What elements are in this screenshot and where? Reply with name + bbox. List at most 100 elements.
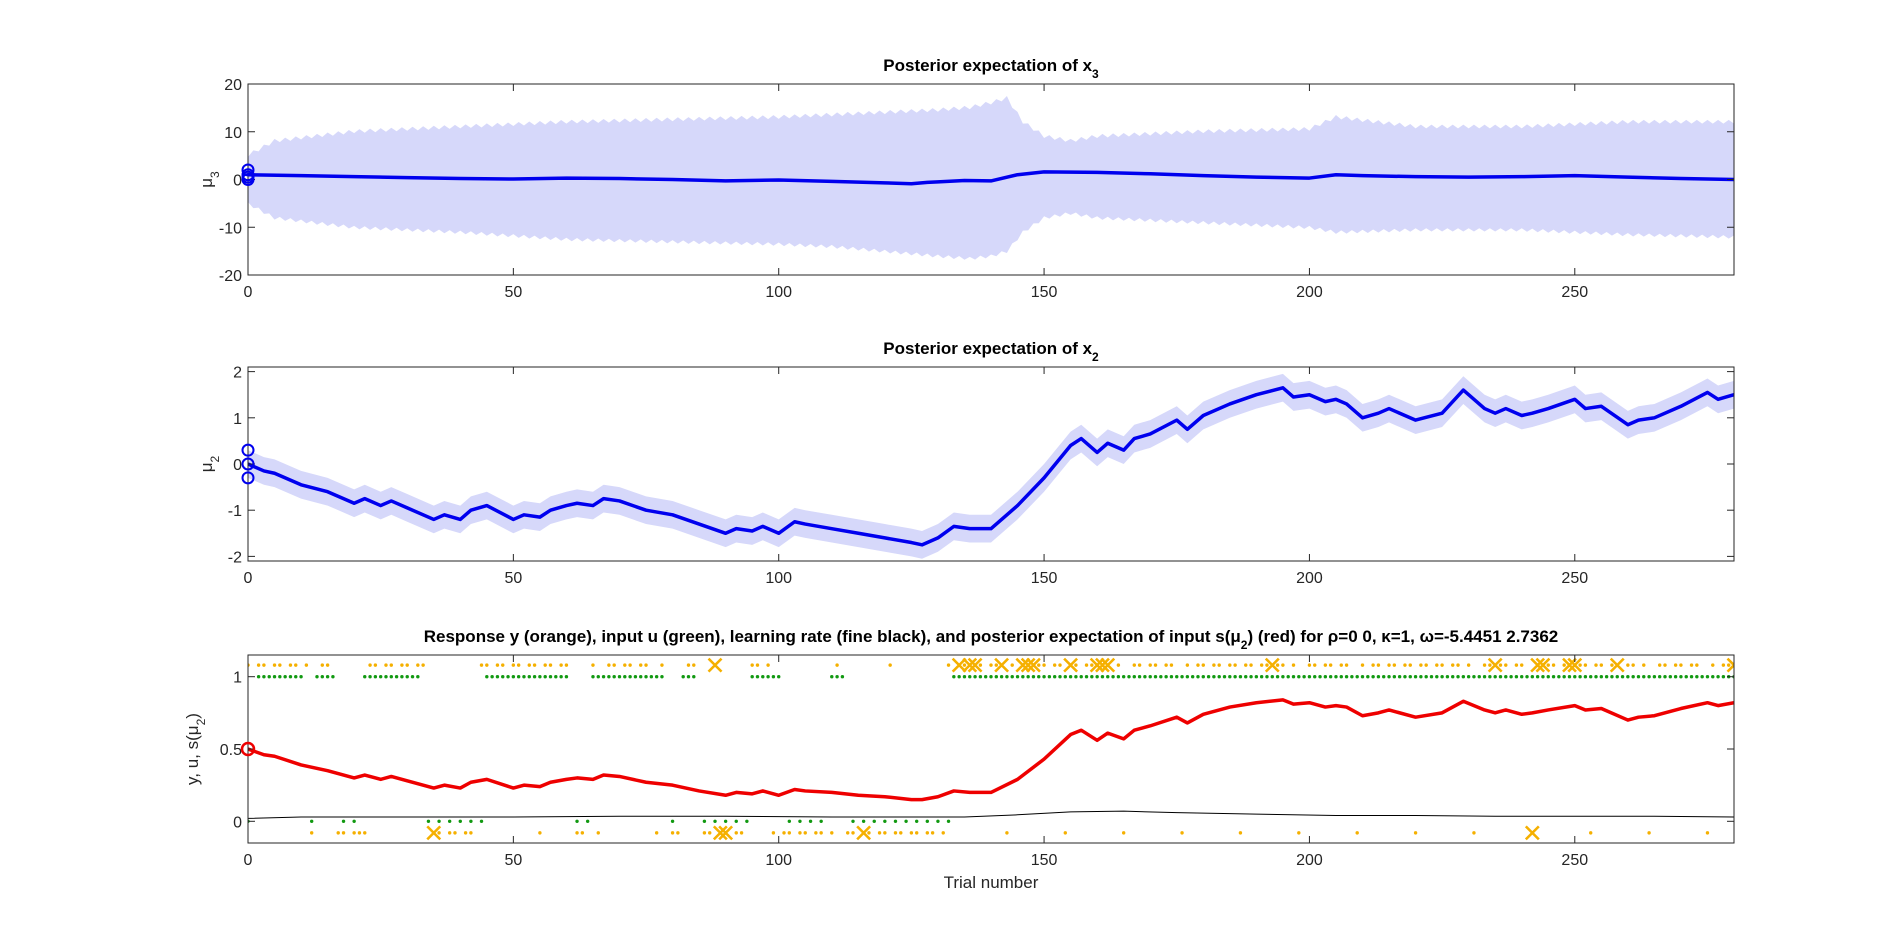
response-dot <box>1472 831 1476 835</box>
uncertainty-band <box>248 373 1734 559</box>
input-dot <box>1360 674 1365 679</box>
input-dot <box>256 674 261 679</box>
input-dot <box>1498 674 1503 679</box>
response-dot <box>495 663 500 667</box>
input-dot <box>538 674 542 679</box>
input-dot <box>1610 674 1614 679</box>
response-cross <box>1095 657 1110 673</box>
input-dot <box>915 819 919 824</box>
response-dot <box>463 831 468 835</box>
input-dot <box>989 674 993 679</box>
input-dot <box>617 674 622 679</box>
input-dot <box>1228 674 1232 679</box>
response-dot <box>1642 663 1646 667</box>
y-axis-label: μ2 <box>197 455 222 472</box>
input-dot <box>1212 674 1216 679</box>
response-dot <box>686 663 691 667</box>
response-dot <box>1583 663 1588 667</box>
input-dot <box>999 674 1004 679</box>
input-dot <box>405 674 409 679</box>
response-dot <box>341 831 346 835</box>
input-dot <box>1573 674 1577 679</box>
input-dot <box>1445 674 1450 679</box>
x-tick-label: 100 <box>765 852 792 869</box>
prior-marker <box>241 163 255 177</box>
response-cross <box>1020 657 1036 673</box>
input-dot <box>633 674 638 679</box>
response-dot <box>1185 663 1190 667</box>
input-dot <box>511 674 516 679</box>
response-dot <box>352 831 356 835</box>
input-dot <box>363 674 367 679</box>
input-dot <box>755 674 760 679</box>
response-dot <box>516 663 521 667</box>
response-dot <box>479 663 484 667</box>
response-dot <box>771 831 776 835</box>
x-tick-label: 150 <box>1031 570 1058 587</box>
learning-rate-line <box>248 810 1734 819</box>
input-dot <box>1175 674 1179 679</box>
response-cross <box>718 825 734 841</box>
input-dot <box>1461 674 1466 679</box>
response-dot <box>1504 663 1508 667</box>
input-dot <box>978 674 983 679</box>
input-dot <box>1403 674 1407 679</box>
input-dot <box>1525 674 1529 679</box>
input-dot <box>883 819 887 824</box>
response-dot <box>1360 663 1365 667</box>
x-axis-label: Trial number <box>944 873 1039 892</box>
response-dot <box>389 663 393 667</box>
response-dot <box>256 663 261 667</box>
input-dot <box>1090 674 1094 679</box>
input-dot <box>1689 674 1694 679</box>
input-dot <box>325 674 330 679</box>
chart-title: Posterior expectation of x3 <box>883 56 1099 81</box>
mu3-line <box>248 170 1734 186</box>
y-tick-label: 0.5 <box>220 742 242 759</box>
input-dot <box>1599 674 1604 679</box>
response-dot <box>1440 663 1444 667</box>
response-dot <box>1589 831 1593 835</box>
input-dot <box>872 819 876 824</box>
response-dot <box>1217 663 1221 667</box>
input-dot <box>1456 674 1460 679</box>
y-tick-label: 2 <box>233 365 242 382</box>
input-dot <box>973 674 977 679</box>
response-dot <box>564 663 569 667</box>
input-dot <box>1026 674 1030 679</box>
input-dot <box>1074 674 1078 679</box>
y-tick-label: 1 <box>233 411 242 428</box>
response-cross <box>1524 825 1540 841</box>
response-dot <box>325 663 330 667</box>
axes-mu3: 0 50 100 150 200 250 -20 -10 0 10 20 Posterior expe… <box>197 56 1735 301</box>
response-dot <box>915 831 919 835</box>
response-dot <box>559 663 563 667</box>
input-dot <box>1440 674 1444 679</box>
plot-area <box>248 373 1734 559</box>
response-dot <box>1238 831 1243 835</box>
response-dot <box>1711 663 1715 667</box>
input-dot <box>1355 674 1359 679</box>
response-dot <box>607 663 611 667</box>
input-dot <box>1721 674 1726 679</box>
response-dot <box>612 663 616 667</box>
x-tick-label: 250 <box>1561 570 1588 587</box>
response-dot <box>750 663 754 667</box>
input-dot <box>962 674 967 679</box>
response-dot <box>1037 663 1041 667</box>
input-dot <box>447 819 452 824</box>
y-tick-label: -10 <box>219 220 242 237</box>
input-dot <box>952 674 956 679</box>
input-dot <box>267 674 271 679</box>
response-dot <box>877 831 882 835</box>
input-dot <box>1334 674 1338 679</box>
response-dot <box>888 663 892 667</box>
y-tick-label: -20 <box>219 268 242 285</box>
input-dot <box>532 674 537 679</box>
input-dot <box>787 819 792 824</box>
response-dot <box>989 663 993 667</box>
response-dot <box>1323 663 1328 667</box>
input-dot <box>426 819 431 824</box>
response-dot <box>1233 663 1237 667</box>
prior-marker <box>241 471 255 485</box>
